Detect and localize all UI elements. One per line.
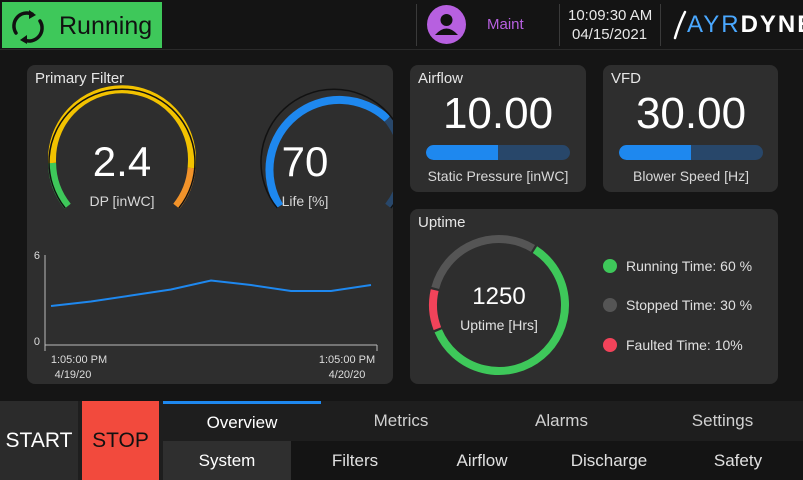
status-text: Running bbox=[59, 12, 153, 40]
trend-ymax-label: 6 bbox=[34, 250, 40, 262]
uptime-ring bbox=[429, 235, 569, 375]
divider bbox=[660, 4, 661, 46]
vfd-label: Blower Speed [Hz] bbox=[633, 168, 749, 184]
stopped-segment bbox=[431, 235, 536, 290]
uptime-value: 1250 bbox=[472, 283, 526, 310]
subtab-airflow[interactable]: Airflow bbox=[419, 441, 545, 480]
running-segment bbox=[434, 246, 569, 375]
vfd-bar bbox=[619, 145, 763, 160]
clock-time: 10:09:30 AM bbox=[568, 7, 653, 24]
trend-start-time: 1:05:00 PM bbox=[51, 354, 107, 366]
life-gauge-rest bbox=[384, 116, 393, 209]
airflow-title: Airflow bbox=[418, 70, 464, 87]
life-label: Life [%] bbox=[281, 193, 329, 209]
subtab-discharge[interactable]: Discharge bbox=[545, 441, 673, 480]
divider bbox=[559, 4, 560, 46]
tab-metrics[interactable]: Metrics bbox=[321, 401, 481, 441]
dp-value: 2.4 bbox=[92, 138, 152, 185]
trend-series-line bbox=[50, 279, 372, 307]
user-name[interactable]: Maint bbox=[487, 16, 524, 33]
tab-overview[interactable]: Overview bbox=[163, 401, 321, 441]
dp-gauge bbox=[48, 85, 393, 209]
legend-faulted: Faulted Time: 10% bbox=[603, 337, 743, 353]
airflow-value: 10.00 bbox=[442, 89, 554, 138]
legend-running: Running Time: 60 % bbox=[603, 258, 752, 274]
life-gauge-fill bbox=[265, 95, 391, 209]
faulted-segment bbox=[429, 289, 442, 331]
ayrdyne-logo: AYRDYNE bbox=[673, 10, 803, 40]
primary-filter-panel: Primary Filter 2.4 DP [inWC] 70 Life [%]… bbox=[27, 65, 393, 384]
dp-label: DP [inWC] bbox=[89, 193, 155, 209]
faulted-dot bbox=[603, 338, 617, 352]
trend-end-time: 1:05:00 PM bbox=[319, 354, 375, 366]
dp-trend-chart: 6 0 1:05:00 PM 4/19/20 1:05:00 PM 4/20/2… bbox=[34, 250, 378, 381]
dp-gauge-outline bbox=[48, 88, 196, 209]
primary-filter-title: Primary Filter bbox=[35, 70, 125, 87]
stopped-dot bbox=[603, 298, 617, 312]
trend-ymin-label: 0 bbox=[34, 336, 40, 348]
running-dot bbox=[603, 259, 617, 273]
vfd-bar-fill bbox=[619, 145, 691, 160]
tab-settings[interactable]: Settings bbox=[642, 401, 803, 441]
user-avatar[interactable] bbox=[427, 5, 466, 44]
airflow-panel: Airflow 10.00 Static Pressure [inWC] bbox=[410, 65, 586, 192]
subtab-system[interactable]: System bbox=[163, 441, 291, 480]
clock-date: 04/15/2021 bbox=[572, 26, 648, 43]
legend-running-label: Running Time: 60 % bbox=[626, 258, 753, 274]
uptime-title: Uptime bbox=[418, 214, 466, 231]
uptime-panel: Uptime 1250 Uptime [Hrs] Running Time: 6… bbox=[410, 209, 778, 384]
uptime-label: Uptime [Hrs] bbox=[460, 317, 538, 333]
start-button[interactable]: START bbox=[0, 401, 78, 480]
top-bar: Running Maint 10:09:30 AM 04/15/2021 AYR… bbox=[0, 0, 803, 50]
user-icon bbox=[435, 14, 458, 35]
subtab-safety[interactable]: Safety bbox=[673, 441, 803, 480]
bottom-bar: START STOP Overview Metrics Alarms Setti… bbox=[0, 401, 803, 480]
stop-button[interactable]: STOP bbox=[82, 401, 159, 480]
vfd-title: VFD bbox=[611, 70, 641, 87]
tab-alarms[interactable]: Alarms bbox=[481, 401, 642, 441]
vfd-value: 30.00 bbox=[635, 89, 747, 138]
legend-stopped-label: Stopped Time: 30 % bbox=[626, 297, 753, 313]
trend-end-date: 4/20/20 bbox=[329, 369, 366, 381]
life-gauge-outline bbox=[260, 88, 393, 209]
dp-gauge-green bbox=[48, 162, 71, 209]
status-indicator: Running bbox=[2, 2, 162, 48]
dp-gauge-orange bbox=[173, 167, 196, 209]
airflow-label: Static Pressure [inWC] bbox=[427, 168, 569, 184]
airflow-bar-fill bbox=[426, 145, 498, 160]
logo-text-dyne: DYNE bbox=[740, 11, 803, 38]
legend-stopped: Stopped Time: 30 % bbox=[603, 297, 752, 313]
logo-text-ayr: AYR bbox=[687, 11, 741, 38]
legend-faulted-label: Faulted Time: 10% bbox=[626, 337, 743, 353]
airflow-bar bbox=[426, 145, 570, 160]
trend-start-date: 4/19/20 bbox=[55, 369, 92, 381]
running-cycle-icon bbox=[12, 10, 44, 44]
life-value: 70 bbox=[281, 138, 329, 185]
vfd-panel: VFD 30.00 Blower Speed [Hz] bbox=[603, 65, 778, 192]
subtab-filters[interactable]: Filters bbox=[291, 441, 419, 480]
logo-slash-icon bbox=[673, 10, 687, 40]
divider bbox=[416, 4, 417, 46]
